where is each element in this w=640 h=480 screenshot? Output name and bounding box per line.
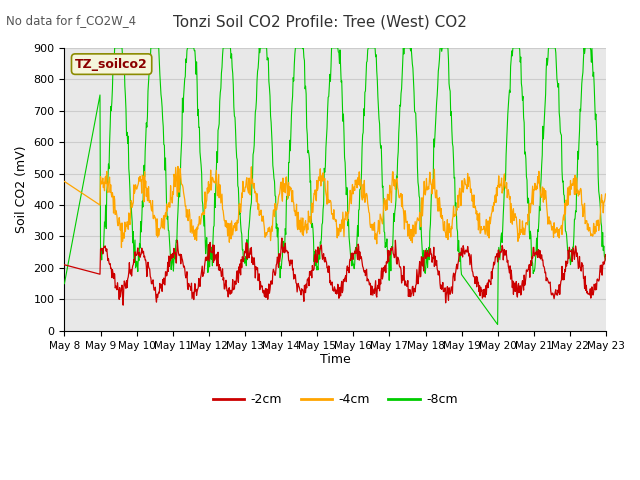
Legend: -2cm, -4cm, -8cm: -2cm, -4cm, -8cm xyxy=(208,388,463,411)
Y-axis label: Soil CO2 (mV): Soil CO2 (mV) xyxy=(15,145,28,233)
X-axis label: Time: Time xyxy=(320,353,351,366)
Text: TZ_soilco2: TZ_soilco2 xyxy=(76,58,148,71)
Text: No data for f_CO2W_4: No data for f_CO2W_4 xyxy=(6,14,136,27)
Text: Tonzi Soil CO2 Profile: Tree (West) CO2: Tonzi Soil CO2 Profile: Tree (West) CO2 xyxy=(173,14,467,29)
